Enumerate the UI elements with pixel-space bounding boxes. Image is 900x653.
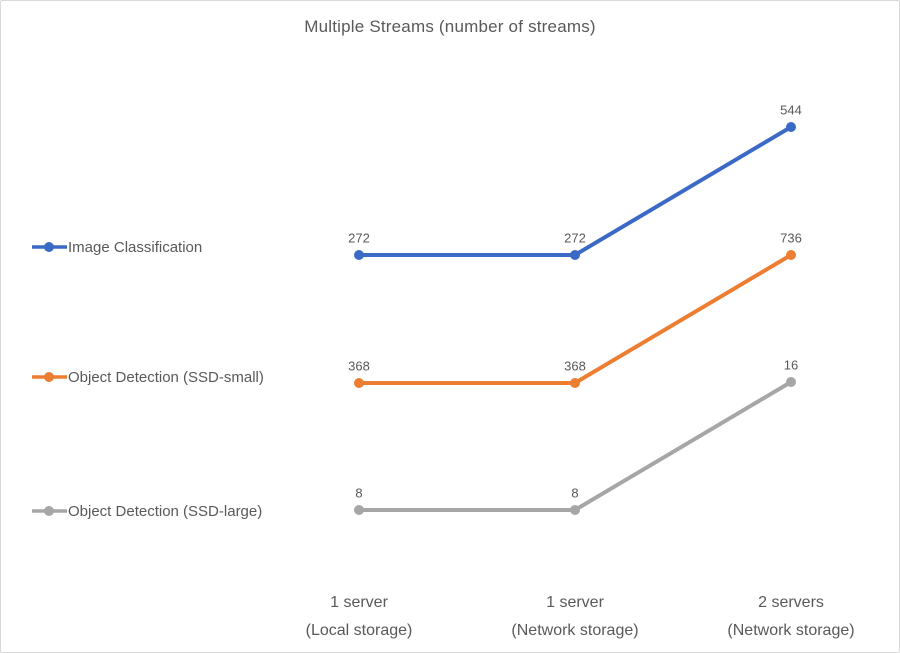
data-point (570, 250, 580, 260)
data-label: 8 (571, 485, 579, 501)
data-label: 544 (780, 102, 802, 118)
data-label: 368 (348, 358, 370, 374)
data-label: 8 (355, 485, 363, 501)
legend-item-object-detection-ssd-small: Object Detection (SSD-small) (31, 367, 264, 387)
x-axis-label: 1 server (Network storage) (511, 589, 638, 645)
x-axis-label-line: (Local storage) (305, 622, 413, 639)
chart-title: Multiple Streams (number of streams) (304, 17, 596, 36)
legend-marker-icon (32, 242, 67, 252)
legend-marker-icon (32, 372, 67, 382)
data-label: 272 (348, 230, 370, 246)
data-label: 368 (564, 358, 586, 374)
x-axis-label-line: 1 server (330, 594, 388, 611)
x-axis-label-line: 2 servers (758, 594, 824, 611)
data-label: 736 (780, 230, 802, 246)
legend-label: Object Detection (SSD-large) (68, 502, 263, 520)
x-axis-label: 2 servers (Network storage) (727, 589, 854, 645)
data-point (354, 250, 364, 260)
data-point (570, 505, 580, 515)
legend-marker-icon (32, 506, 67, 516)
data-point (786, 377, 796, 387)
legend-label: Object Detection (SSD-small) (68, 368, 264, 386)
data-label: 16 (783, 357, 799, 373)
data-point (354, 378, 364, 388)
data-point (786, 122, 796, 132)
x-axis-label: 1 server (Local storage) (306, 589, 413, 645)
legend-item-object-detection-ssd-large: Object Detection (SSD-large) (31, 501, 262, 521)
x-axis-label-line: (Network storage) (727, 622, 855, 639)
x-axis-label-line: (Network storage) (511, 622, 639, 639)
data-point (786, 250, 796, 260)
data-point (354, 505, 364, 515)
legend-label: Image Classification (68, 238, 203, 256)
data-label: 272 (564, 230, 586, 246)
legend-item-image-classification: Image Classification (31, 237, 202, 257)
data-point (570, 378, 580, 388)
x-axis-label-line: 1 server (546, 594, 604, 611)
